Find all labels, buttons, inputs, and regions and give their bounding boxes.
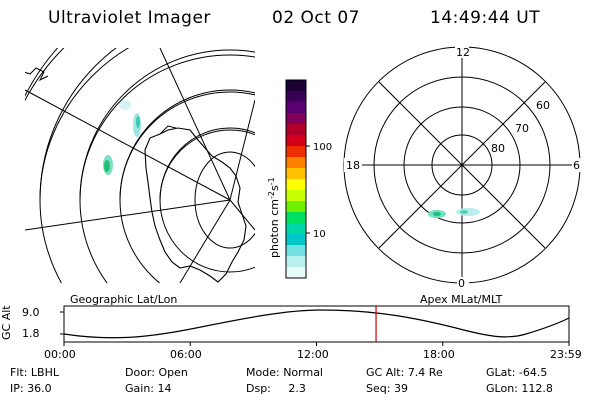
xtick-1200: 12:00 — [297, 348, 329, 361]
xtick-1800: 18:00 — [423, 348, 455, 361]
info-flt: Flt: LBHL — [10, 366, 59, 379]
colorbar: 100 10 photon cm-2s-1 — [267, 79, 332, 279]
coastline — [159, 125, 177, 135]
mlat-label-60: 60 — [536, 99, 550, 112]
colorbar-segment — [286, 223, 306, 235]
altitude-plot — [60, 305, 570, 346]
geographic-caption: Geographic Lat/Lon — [70, 293, 178, 306]
instrument-title: Ultraviolet Imager — [48, 8, 211, 28]
mlt-label-6: 6 — [573, 159, 580, 172]
info-glat: GLat: -64.5 — [486, 366, 548, 379]
geographic-map — [25, 48, 255, 283]
colorbar-segment — [286, 190, 306, 202]
mlat-label-70: 70 — [515, 122, 529, 135]
lon-line — [25, 199, 231, 231]
altitude-curve — [63, 309, 570, 339]
mlt-label-0: 0 — [458, 277, 465, 290]
polar-map: 12 18 6 0 60 70 80 — [343, 46, 584, 290]
coastline — [144, 127, 247, 283]
colorbar-segment — [286, 245, 306, 257]
colorbar-segment — [286, 267, 306, 279]
mlt-label-18: 18 — [346, 159, 360, 172]
date-label: 02 Oct 07 — [272, 8, 360, 28]
colorbar-segment — [286, 102, 306, 114]
xtick-2359: 23:59 — [550, 348, 582, 361]
xtick-0600: 06:00 — [170, 348, 202, 361]
colorbar-segment — [286, 113, 306, 125]
aurora-emissions — [103, 100, 141, 175]
info-gain: Gain: 14 — [125, 382, 172, 395]
lat-arc — [79, 49, 255, 201]
lon-line — [25, 89, 231, 201]
colorbar-segment — [286, 124, 306, 136]
altitude-ylabel: GC Alt — [0, 305, 13, 340]
lat-arc — [25, 48, 59, 98]
colorbar-segment — [286, 212, 306, 224]
info-dsp: Dsp: 2.3 — [246, 382, 306, 395]
lon-line — [159, 48, 231, 201]
info-door: Door: Open — [125, 366, 188, 379]
mlt-line — [378, 81, 546, 249]
colorbar-segment — [286, 146, 306, 158]
lat-arc — [39, 48, 130, 283]
lon-line — [179, 199, 231, 283]
time-label: 14:49:44 UT — [430, 8, 541, 28]
colorbar-tick-10: 10 — [313, 229, 326, 240]
colorbar-segment — [286, 91, 306, 103]
info-ip: IP: 36.0 — [10, 382, 52, 395]
lat-arc — [79, 54, 255, 283]
colorbar-tick-100: 100 — [313, 142, 332, 153]
mlt-label-12: 12 — [456, 46, 470, 59]
lon-line — [229, 99, 255, 201]
colorbar-segment — [286, 135, 306, 147]
info-seq: Seq: 39 — [366, 382, 408, 395]
colorbar-segment — [286, 201, 306, 213]
lat-arc — [119, 91, 255, 283]
pole-ellipse — [194, 151, 255, 249]
colorbar-segment — [286, 256, 306, 268]
colorbar-segment — [286, 157, 306, 169]
info-glon: GLon: 112.8 — [486, 382, 553, 395]
info-mode: Mode: Normal — [246, 366, 323, 379]
colorbar-segment — [286, 179, 306, 191]
colorbar-segment — [286, 80, 306, 92]
colorbar-segment — [286, 168, 306, 180]
lat-arc — [159, 127, 255, 273]
xtick-0000: 00:00 — [44, 348, 76, 361]
altitude-ytick-top: 9.0 — [22, 306, 40, 319]
lat-arc — [39, 48, 117, 201]
colorbar-label: photon cm-2s-1 — [267, 177, 281, 258]
info-gc-alt: GC Alt: 7.4 Re — [366, 366, 443, 379]
apex-caption: Apex MLat/MLT — [420, 293, 503, 306]
coastline — [25, 67, 49, 82]
mlat-label-80: 80 — [491, 142, 505, 155]
colorbar-segment — [286, 234, 306, 246]
lat-arc — [159, 129, 255, 201]
altitude-ytick-bottom: 1.8 — [22, 327, 40, 340]
aurora-emissions — [428, 208, 480, 218]
